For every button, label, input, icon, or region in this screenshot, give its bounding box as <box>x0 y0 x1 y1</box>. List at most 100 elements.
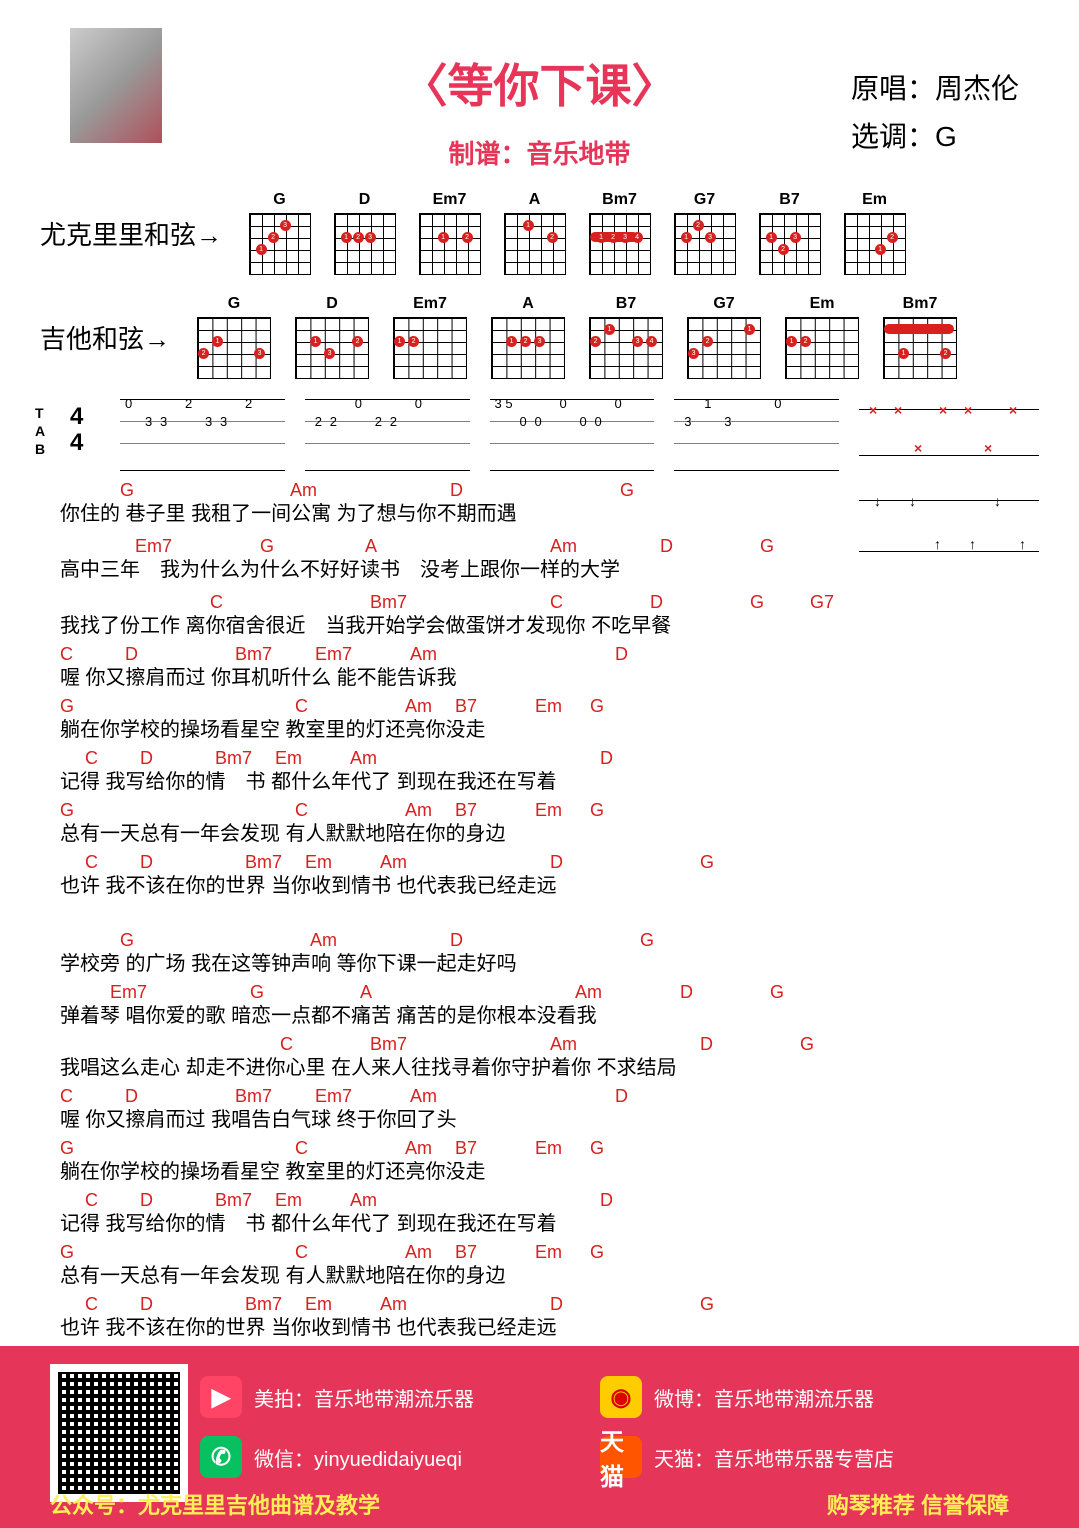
ukulele-diagrams: G123D123Em712A12Bm71234G7123B7123Em12 <box>242 191 912 275</box>
lyric-line: CDBm7EmAmDG也许 我不该在你的世界 当你收到情书 也代表我已经走远 <box>60 873 1039 899</box>
chord-mark: Em <box>275 747 302 770</box>
chord-mark: C <box>295 695 308 718</box>
lyric-line: GCAmB7EmG总有一天总有一年会发现 有人默默地陪在你的身边 <box>60 821 1039 847</box>
footer-right-bottom: 购琴推荐 信誉保障 <box>827 1488 1009 1520</box>
chord-mark: C <box>280 1033 293 1056</box>
chord-mark: G <box>590 1137 604 1160</box>
chord-mark: Am <box>550 1033 577 1056</box>
chord-mark: Am <box>410 643 437 666</box>
chord-mark: Em7 <box>110 981 147 1004</box>
chord-mark: G <box>620 479 634 502</box>
gzh-value: 尤克里里吉他曲谱及教学 <box>138 1493 380 1518</box>
original-label: 原唱： <box>851 73 935 104</box>
guitar-chord-diagram-b7: B71234 <box>582 295 670 379</box>
tmall-row: 天猫 天猫：音乐地带乐器专营店 <box>600 1436 894 1478</box>
chord-mark: Am <box>550 535 577 558</box>
chord-mark: C <box>295 1137 308 1160</box>
meipai-label: 美拍： <box>254 1389 314 1411</box>
chord-mark: B7 <box>455 1241 477 1264</box>
chord-mark: Am <box>405 799 432 822</box>
ukulele-chord-row: 尤克里里和弦→ G123D123Em712A12Bm71234G7123B712… <box>40 191 1079 275</box>
chord-mark: D <box>660 535 673 558</box>
chord-mark: Am <box>350 747 377 770</box>
chord-mark: C <box>550 591 563 614</box>
lyric-text: 我找了份工作 离你宿舍很近 当我开始学会做蛋饼才发现你 不吃早餐 <box>60 615 671 637</box>
chord-mark: G <box>250 981 264 1004</box>
chord-mark: D <box>450 929 463 952</box>
lyric-text: 记得 我写给你的情 书 都什么年代了 到现在我还在写着 <box>60 771 557 793</box>
chord-mark: C <box>210 591 223 614</box>
tab-section: TAB 44 0 3 3 2 3 3 2 2 2 0 2 2 0 3 5 0 0… <box>40 399 1039 471</box>
chord-mark: Bm7 <box>370 591 407 614</box>
chord-mark: G <box>60 695 74 718</box>
lyric-line: GCAmB7EmG总有一天总有一年会发现 有人默默地陪在你的身边 <box>60 1263 1039 1289</box>
guitar-label: 吉他和弦→ <box>40 319 170 356</box>
lyric-text: 弹着琴 唱你爱的歌 暗恋一点都不痛苦 痛苦的是你根本没看我 <box>60 1005 597 1027</box>
lyrics-section: GAmDG你住的 巷子里 我租了一间公寓 为了想与你不期而遇Em7GAAmDG高… <box>60 501 1039 1341</box>
chord-mark: G <box>760 535 774 558</box>
chord-mark: Em7 <box>315 643 352 666</box>
lyric-text: 喔 你又擦肩而过 我唱告白气球 终于你回了头 <box>60 1109 457 1131</box>
chord-mark: Em <box>275 1189 302 1212</box>
chord-mark: D <box>125 643 138 666</box>
meipai-value: 音乐地带潮流乐器 <box>314 1389 474 1411</box>
chord-mark: G <box>590 799 604 822</box>
chord-mark: D <box>615 1085 628 1108</box>
lyric-line: GAmDG学校旁 的广场 我在这等钟声响 等你下课一起走好吗 <box>60 951 1039 977</box>
guitar-diagrams: G123D123Em712A123B71234G7123Em12Bm712 <box>190 295 964 379</box>
tab-bar-4: 3 1 3 0 <box>674 399 839 471</box>
weibo-row: ◉ 微博：音乐地带潮流乐器 <box>600 1376 874 1418</box>
guitar-chord-diagram-d: D123 <box>288 295 376 379</box>
lyric-line: CBm7AmDG我唱这么走心 却走不进你心里 在人来人往找寻着你守护着你 不求结… <box>60 1055 1039 1081</box>
gzh-label: 公众号： <box>50 1493 138 1518</box>
key-label: 选调： <box>851 121 935 152</box>
chord-mark: G <box>700 851 714 874</box>
song-info: 原唱：周杰伦 选调：G <box>851 65 1019 161</box>
wechat-icon: ✆ <box>200 1436 242 1478</box>
chord-mark: Bm7 <box>245 851 282 874</box>
chord-mark: A <box>365 535 377 558</box>
chord-mark: D <box>680 981 693 1004</box>
lyric-line: CBm7CDGG7我找了份工作 离你宿舍很近 当我开始学会做蛋饼才发现你 不吃早… <box>60 613 1039 639</box>
lyric-line: GAmDG你住的 巷子里 我租了一间公寓 为了想与你不期而遇 <box>60 501 1039 527</box>
chord-diagram-g7: G7123 <box>667 191 742 275</box>
chord-mark: G <box>770 981 784 1004</box>
guitar-chord-diagram-g: G123 <box>190 295 278 379</box>
lyric-text: 学校旁 的广场 我在这等钟声响 等你下课一起走好吗 <box>60 953 517 975</box>
chord-mark: G <box>60 1137 74 1160</box>
chord-mark: G <box>640 929 654 952</box>
strum-pattern-1: × × × × × × × <box>859 409 1039 456</box>
tab-bar-3: 3 5 0 0 0 0 0 0 <box>490 399 655 471</box>
tab-header: TAB 44 <box>40 399 100 469</box>
chord-mark: Am <box>290 479 317 502</box>
chord-mark: G <box>60 1241 74 1264</box>
chord-mark: D <box>600 747 613 770</box>
chord-diagram-b7: B7123 <box>752 191 827 275</box>
chord-mark: D <box>550 851 563 874</box>
chord-mark: G <box>750 591 764 614</box>
lyric-line: CDBm7EmAmD记得 我写给你的情 书 都什么年代了 到现在我还在写着 <box>60 769 1039 795</box>
chord-mark: Bm7 <box>215 747 252 770</box>
lyric-line: GCAmB7EmG躺在你学校的操场看星空 教室里的灯还亮你没走 <box>60 717 1039 743</box>
footer: ▶ 美拍：音乐地带潮流乐器 ✆ 微信：yinyuedidaiyueqi ◉ 微博… <box>0 1346 1079 1528</box>
chord-mark: D <box>140 1293 153 1316</box>
lyric-line: CDBm7EmAmD记得 我写给你的情 书 都什么年代了 到现在我还在写着 <box>60 1211 1039 1237</box>
tmall-value: 音乐地带乐器专营店 <box>714 1449 894 1471</box>
chord-mark: B7 <box>455 695 477 718</box>
lyric-line: CDBm7EmAmDG也许 我不该在你的世界 当你收到情书 也代表我已经走远 <box>60 1315 1039 1341</box>
chord-mark: D <box>550 1293 563 1316</box>
chord-mark: C <box>60 1085 73 1108</box>
chord-mark: G <box>260 535 274 558</box>
chord-mark: C <box>295 1241 308 1264</box>
chord-mark: A <box>360 981 372 1004</box>
qr-code <box>50 1364 188 1502</box>
lyric-text: 躺在你学校的操场看星空 教室里的灯还亮你没走 <box>60 719 486 741</box>
chord-mark: Em <box>535 695 562 718</box>
chord-mark: C <box>85 747 98 770</box>
lyric-text: 也许 我不该在你的世界 当你收到情书 也代表我已经走远 <box>60 1317 557 1339</box>
lyric-line: CDBm7Em7AmD喔 你又擦肩而过 我唱告白气球 终于你回了头 <box>60 1107 1039 1133</box>
chord-mark: Am <box>380 851 407 874</box>
chord-mark: D <box>615 643 628 666</box>
chord-mark: Am <box>405 1137 432 1160</box>
page: 〈等你下课〉 制谱：音乐地带 原唱：周杰伦 选调：G 尤克里里和弦→ G123D… <box>0 0 1079 1528</box>
